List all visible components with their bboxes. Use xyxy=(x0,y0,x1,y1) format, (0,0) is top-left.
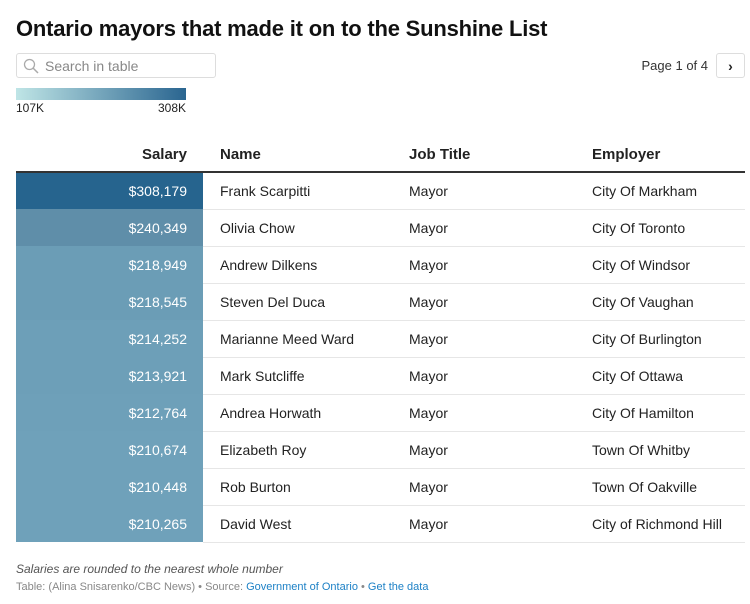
employer-cell: Town Of Whitby xyxy=(575,431,745,469)
page-title: Ontario mayors that made it on to the Su… xyxy=(16,16,548,41)
table-row: $213,921 Mark Sutcliffe Mayor City Of Ottaw… xyxy=(16,357,745,395)
footnote: Salaries are rounded to the nearest whol… xyxy=(16,562,283,576)
job-title-cell: Mayor xyxy=(392,394,575,432)
salary-cell: $308,179 xyxy=(16,172,203,209)
separator: • xyxy=(357,581,368,593)
job-title-cell: Mayor xyxy=(392,468,575,506)
job-title-cell: Mayor xyxy=(392,357,575,395)
job-title-cell: Mayor xyxy=(392,505,575,543)
page-indicator: Page 1 of 4 xyxy=(641,58,709,73)
get-data-link[interactable]: Get the data xyxy=(367,581,429,593)
employer-cell: City Of Markham xyxy=(575,172,745,210)
employer-cell: City of Richmond Hill xyxy=(575,505,745,543)
legend-max: 308K xyxy=(157,101,186,115)
name-cell: Elizabeth Roy xyxy=(203,431,392,469)
table-row: $308,179 Frank Scarpitti Mayor City Of Mark… xyxy=(16,172,745,210)
employer-cell: City Of Windsor xyxy=(575,246,745,284)
table-row: $218,545 Steven Del Duca Mayor City Of Vaug… xyxy=(16,283,745,321)
job-title-cell: Mayor xyxy=(392,431,575,469)
name-cell: Frank Scarpitti xyxy=(203,172,392,210)
salary-cell: $240,349 xyxy=(16,209,203,246)
legend-min: 107K xyxy=(16,101,45,115)
job-title-cell: Mayor xyxy=(392,209,575,247)
employer-cell: City Of Toronto xyxy=(575,209,745,247)
salary-cell: $210,448 xyxy=(16,468,203,505)
name-cell: Olivia Chow xyxy=(203,209,392,247)
employer-cell: Town Of Oakville xyxy=(575,468,745,506)
name-cell: Marianne Meed Ward xyxy=(203,320,392,358)
salary-cell: $210,674 xyxy=(16,431,203,468)
next-page-button[interactable]: › xyxy=(716,53,745,78)
employer-cell: City Of Vaughan xyxy=(575,283,745,321)
salary-cell: $212,764 xyxy=(16,394,203,431)
search-icon xyxy=(23,58,39,74)
table-row: $218,949 Andrew Dilkens Mayor City Of Winds… xyxy=(16,246,745,284)
salary-cell: $213,921 xyxy=(16,357,203,394)
salary-cell: $210,265 xyxy=(16,505,203,542)
source-link[interactable]: Government of Ontario xyxy=(246,581,358,593)
table-row: $214,252 Marianne Meed Ward Mayor City Of B… xyxy=(16,320,745,358)
credit: Table: (Alina Snisarenko/CBC News) • Sou… xyxy=(16,581,247,593)
salary-cell: $214,252 xyxy=(16,320,203,357)
table-row: $210,448 Rob Burton Mayor Town Of Oakville xyxy=(16,468,745,506)
header-salary[interactable]: Salary xyxy=(16,138,203,173)
data-table: Salary Name Job Title Employer $308,179 F… xyxy=(16,138,745,543)
source-line: Table: (Alina Snisarenko/CBC News) • Sou… xyxy=(16,581,428,593)
name-cell: Andrew Dilkens xyxy=(203,246,392,284)
job-title-cell: Mayor xyxy=(392,283,575,321)
name-cell: Rob Burton xyxy=(203,468,392,506)
name-cell: Mark Sutcliffe xyxy=(203,357,392,395)
employer-cell: City Of Burlington xyxy=(575,320,745,358)
table-row: $210,265 David West Mayor City of Richmond … xyxy=(16,505,745,543)
name-cell: David West xyxy=(203,505,392,543)
name-cell: Steven Del Duca xyxy=(203,283,392,321)
job-title-cell: Mayor xyxy=(392,320,575,358)
header-employer[interactable]: Employer xyxy=(575,138,745,173)
name-cell: Andrea Horwath xyxy=(203,394,392,432)
salary-cell: $218,949 xyxy=(16,246,203,283)
header-name[interactable]: Name xyxy=(203,138,392,173)
search-input[interactable] xyxy=(45,57,205,74)
color-legend: 107K 308K xyxy=(16,88,186,115)
table-row: $210,674 Elizabeth Roy Mayor Town Of Whitby xyxy=(16,431,745,469)
header-job-title[interactable]: Job Title xyxy=(392,138,575,173)
employer-cell: City Of Ottawa xyxy=(575,357,745,395)
job-title-cell: Mayor xyxy=(392,172,575,210)
table-row: $240,349 Olivia Chow Mayor City Of Toronto xyxy=(16,209,745,247)
employer-cell: City Of Hamilton xyxy=(575,394,745,432)
table-row: $212,764 Andrea Horwath Mayor City Of Hamil… xyxy=(16,394,745,432)
legend-gradient xyxy=(16,88,186,100)
pagination: Page 1 of 4 › xyxy=(641,53,745,78)
job-title-cell: Mayor xyxy=(392,246,575,284)
salary-cell: $218,545 xyxy=(16,283,203,320)
search-box[interactable] xyxy=(16,53,216,78)
